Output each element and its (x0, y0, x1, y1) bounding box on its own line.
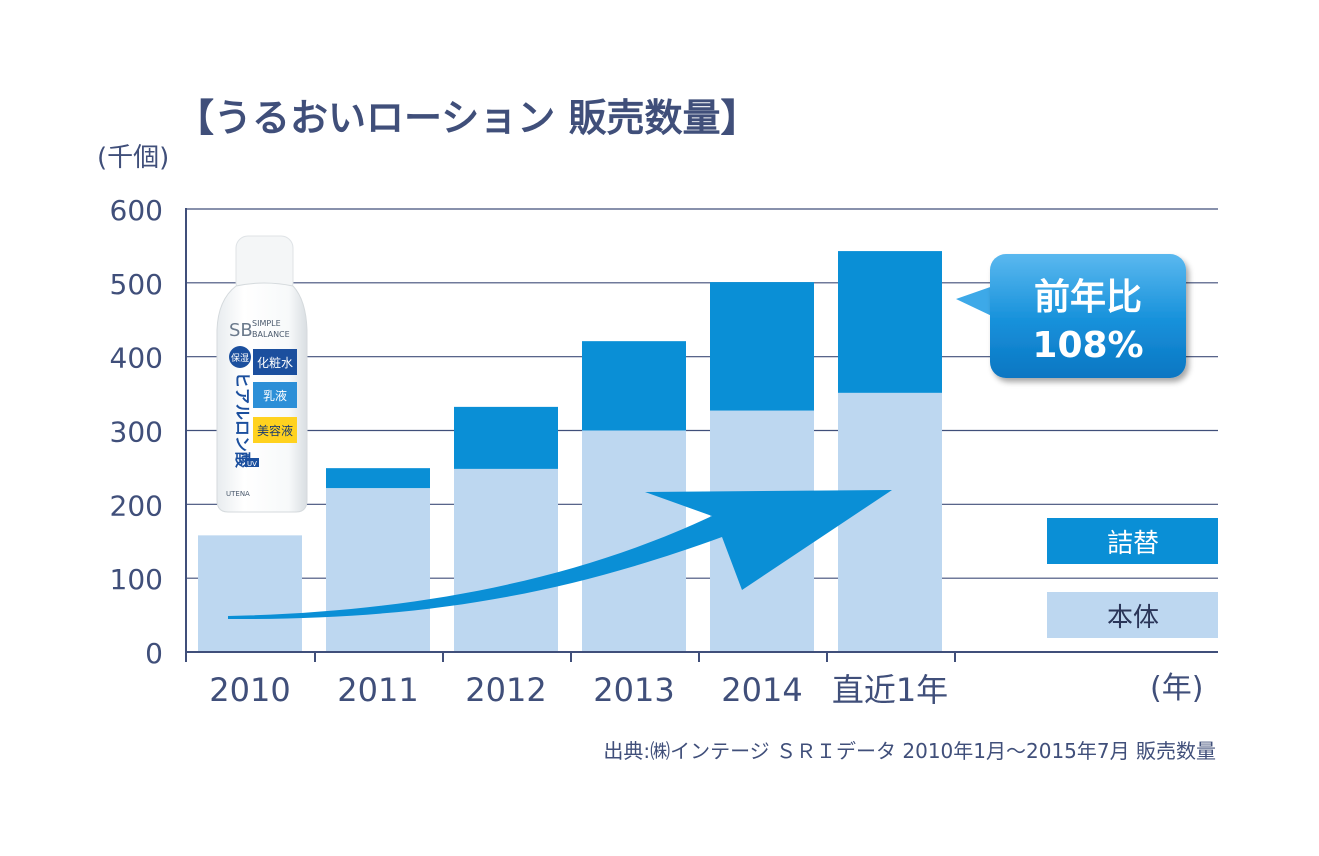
y-tick-label-500: 500 (110, 268, 163, 301)
legend-swatch-main (1047, 592, 1218, 638)
x-ticks (185, 652, 956, 662)
callout-line1: 前年比 (1034, 277, 1142, 318)
bar-refill-4 (710, 282, 814, 411)
legend: 詰替 本体 (1047, 518, 1218, 638)
chart-title: 【うるおいローション 販売数量】 (176, 96, 758, 140)
bar-refill-2 (454, 406, 558, 469)
bottle-brand-line1: SIMPLE (252, 319, 281, 328)
bottle-logo: SB (229, 320, 253, 341)
y-tick-label-100: 100 (110, 563, 163, 596)
product-bottle-image: SB SIMPLE BALANCE 化粧水 乳液 美容液 保湿 ヒアルロン酸 U… (216, 235, 308, 513)
callout-box (990, 254, 1186, 378)
bar-main-5 (838, 392, 942, 652)
y-tick-label-300: 300 (110, 416, 163, 449)
bottle-tag3-bg (253, 417, 297, 443)
callout-pointer (956, 285, 996, 318)
x-tick-label-1: 2011 (337, 671, 418, 709)
bottle-tag1-bg (253, 349, 297, 375)
y-tick-labels: 0 100 200 300 400 500 600 (110, 194, 163, 670)
yoy-callout: 前年比 108% (956, 254, 1186, 378)
bar-main-0 (198, 535, 302, 652)
x-tick-label-2: 2012 (465, 671, 546, 709)
y-tick-label-600: 600 (110, 194, 163, 227)
x-tick-labels: 2010 2011 2012 2013 2014 直近1年 (209, 671, 948, 709)
legend-label-refill: 詰替 (1107, 529, 1159, 559)
bottle-uv-bg (245, 458, 259, 467)
bottle-badge: 保湿 (231, 352, 249, 364)
bar-main-2 (454, 468, 558, 652)
bottle-tag3: 美容液 (257, 423, 293, 438)
bar-refill-1 (326, 468, 430, 489)
x-tick-label-5: 直近1年 (832, 671, 948, 709)
source-note: 出典:㈱インテージ ＳＲＩデータ 2010年1月～2015年7月 販売数量 (603, 739, 1216, 763)
bottle-badge-bg (229, 346, 251, 368)
callout-line2: 108% (1032, 325, 1143, 366)
bottle-product-name: ヒアルロン酸 (233, 372, 252, 469)
bars (198, 251, 942, 652)
x-tick-label-3: 2013 (593, 671, 674, 709)
y-tick-label-0: 0 (145, 637, 163, 670)
bar-refill-5 (838, 251, 942, 393)
bottle-tag2: 乳液 (263, 388, 287, 403)
bottle-brand-line2: BALANCE (252, 330, 290, 339)
y-tick-label-400: 400 (110, 342, 163, 375)
growth-arrow-icon (228, 490, 892, 620)
bottle-uv: UV (247, 460, 257, 468)
bottle-tag2-bg (253, 382, 297, 408)
y-tick-label-200: 200 (110, 489, 163, 522)
x-axis-label: (年) (1150, 671, 1203, 706)
bar-main-1 (326, 488, 430, 652)
y-axis-label: (千個) (97, 143, 169, 173)
bottle-maker: UTENA (226, 490, 250, 498)
bar-refill-3 (582, 341, 686, 431)
legend-label-main: 本体 (1107, 603, 1159, 633)
bottle-tag1: 化粧水 (257, 356, 293, 370)
x-tick-label-4: 2014 (721, 671, 802, 709)
x-tick-label-0: 2010 (209, 671, 290, 709)
legend-swatch-refill (1047, 518, 1218, 564)
